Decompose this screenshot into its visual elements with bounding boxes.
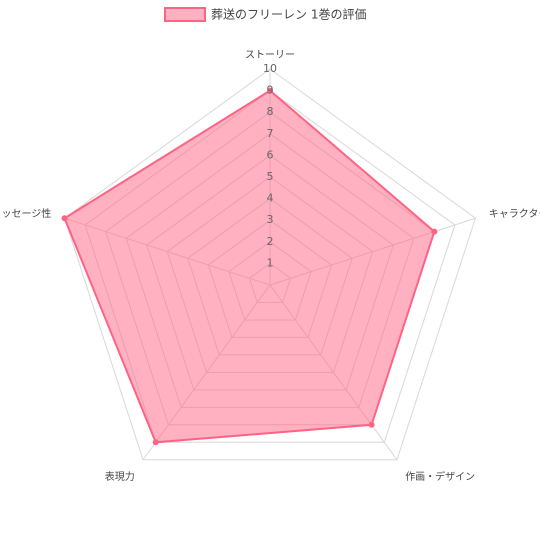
tick-label: 3 — [267, 213, 274, 226]
data-point — [431, 228, 438, 235]
tick-label: 7 — [267, 127, 274, 140]
axis-label: 表現力 — [105, 470, 135, 483]
tick-label: 4 — [267, 192, 274, 205]
tick-label: 2 — [267, 235, 274, 248]
tick-label: 9 — [267, 84, 274, 97]
legend-label: 葬送のフリーレン 1巻の評価 — [211, 7, 366, 22]
tick-label: 5 — [267, 170, 274, 183]
tick-label: 8 — [267, 105, 274, 118]
data-point — [152, 439, 159, 446]
tick-label: 1 — [267, 256, 274, 269]
tick-label: 10 — [263, 62, 277, 75]
data-point — [368, 421, 375, 428]
data-point — [267, 87, 273, 94]
axis-label: 作画・デザイン — [405, 470, 475, 483]
axis-label: ストーリー — [245, 50, 295, 61]
legend-swatch — [164, 7, 206, 22]
axis-label: キャラクター — [489, 208, 540, 220]
data-point — [61, 215, 68, 222]
grid-ring — [63, 68, 477, 461]
axis-label: メッセージ性 — [0, 207, 51, 220]
tick-label: 6 — [267, 148, 274, 161]
series-area — [63, 89, 436, 444]
